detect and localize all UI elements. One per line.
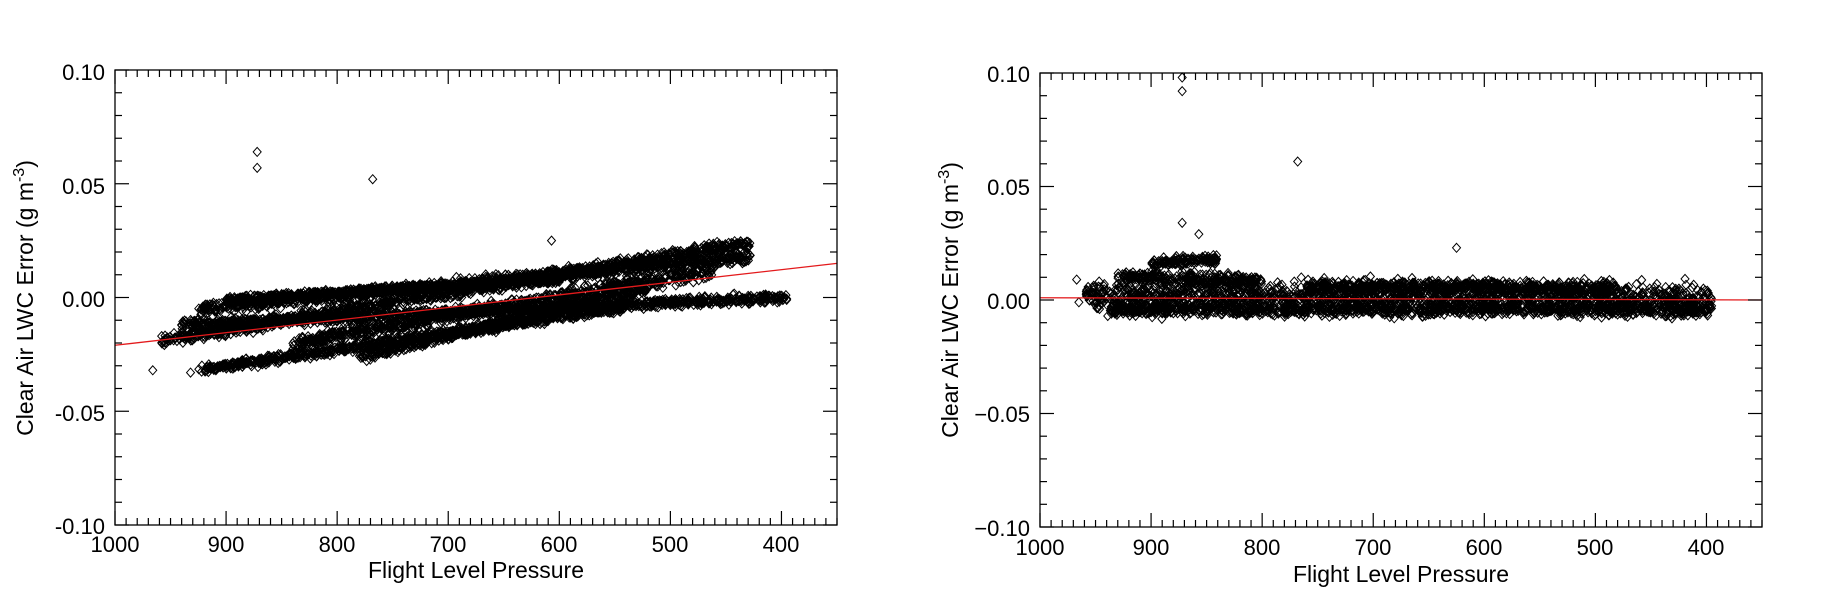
data-point xyxy=(713,252,724,263)
data-point xyxy=(678,258,689,270)
data-point xyxy=(631,257,641,269)
data-point xyxy=(601,263,611,275)
data-point xyxy=(567,269,577,281)
data-point xyxy=(375,298,385,310)
data-point xyxy=(628,255,639,266)
data-point xyxy=(700,242,710,253)
data-point xyxy=(606,265,616,276)
data-point xyxy=(194,303,204,314)
data-point xyxy=(732,252,742,263)
data-point xyxy=(734,252,744,263)
data-point xyxy=(745,237,755,249)
data-point xyxy=(678,257,688,268)
data-point xyxy=(634,263,645,275)
data-point xyxy=(160,337,170,348)
data-point xyxy=(737,238,748,249)
data-point xyxy=(741,254,751,266)
data-point xyxy=(591,268,602,280)
data-point xyxy=(625,259,636,270)
data-point xyxy=(642,262,653,274)
data-point xyxy=(170,333,180,345)
data-point xyxy=(215,303,225,315)
data-point xyxy=(725,258,735,270)
data-point xyxy=(707,252,718,263)
data-point xyxy=(199,333,209,345)
data-point xyxy=(169,327,179,339)
data-point xyxy=(658,257,668,268)
data-point xyxy=(207,299,218,311)
data-point xyxy=(741,236,752,248)
data-point xyxy=(736,252,746,263)
data-point xyxy=(704,253,714,265)
data-point xyxy=(200,329,211,340)
data-point xyxy=(723,254,733,266)
data-point xyxy=(250,304,260,315)
data-point xyxy=(628,260,639,271)
data-point xyxy=(568,269,578,280)
data-point xyxy=(163,332,173,344)
data-point xyxy=(452,290,462,302)
data-point xyxy=(160,333,171,345)
data-point xyxy=(671,249,681,260)
data-point xyxy=(193,330,203,342)
data-point xyxy=(720,238,731,250)
data-point xyxy=(564,262,575,274)
data-point xyxy=(619,259,630,271)
data-point xyxy=(438,292,449,303)
data-point xyxy=(169,332,180,344)
chart-left: 1000 900 800 700 600 500 400 -0.10 -0.05… xyxy=(11,60,838,583)
data-point xyxy=(215,328,225,339)
data-point xyxy=(548,264,559,275)
data-point xyxy=(593,262,603,273)
data-point xyxy=(431,292,441,303)
data-point xyxy=(665,256,675,267)
data-point xyxy=(615,261,625,273)
data-point xyxy=(241,306,251,318)
data-point xyxy=(180,332,191,343)
data-point xyxy=(205,299,215,310)
data-point xyxy=(559,268,569,279)
data-point xyxy=(604,265,614,276)
data-point xyxy=(716,252,726,263)
data-point xyxy=(197,303,207,315)
data-point xyxy=(668,257,678,269)
data-point xyxy=(574,267,585,278)
data-point xyxy=(571,262,582,274)
data-point xyxy=(585,265,596,277)
data-point xyxy=(712,254,722,266)
data-point xyxy=(329,295,339,307)
data-point xyxy=(717,240,727,251)
data-point xyxy=(214,328,224,339)
data-point xyxy=(661,259,672,271)
data-point xyxy=(725,252,735,264)
data-point xyxy=(214,298,224,309)
points-left xyxy=(148,146,792,378)
data-point xyxy=(652,262,662,273)
data-point xyxy=(583,266,594,278)
data-point xyxy=(656,247,667,259)
data-point xyxy=(614,266,624,278)
data-point xyxy=(690,254,700,265)
data-point xyxy=(254,302,264,313)
data-point xyxy=(616,259,626,270)
data-point xyxy=(742,250,752,262)
data-point xyxy=(689,254,699,266)
data-point xyxy=(716,255,726,267)
data-point xyxy=(644,260,654,272)
